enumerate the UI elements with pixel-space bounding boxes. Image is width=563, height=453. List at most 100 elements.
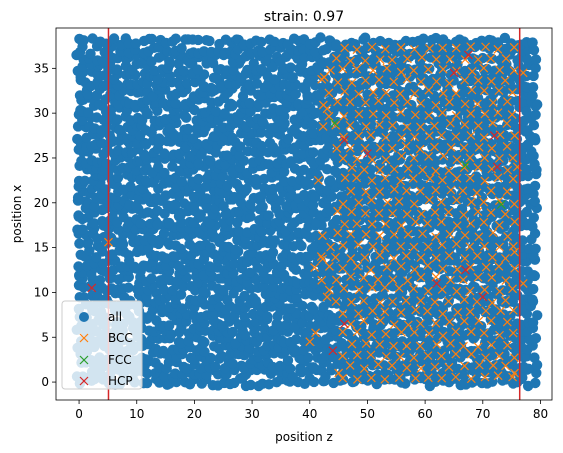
point-bcc — [322, 292, 332, 302]
point-bcc — [401, 296, 411, 306]
chart-title: strain: 0.97 — [264, 9, 344, 25]
point-bcc — [338, 373, 348, 383]
point-all — [504, 371, 515, 382]
point-all — [413, 251, 425, 263]
point-all — [287, 72, 298, 83]
point-hcp — [363, 149, 372, 158]
point-bcc — [331, 120, 341, 130]
point-bcc — [510, 247, 519, 257]
point-all — [211, 73, 222, 84]
point-bcc — [347, 297, 356, 307]
point-bcc — [338, 199, 348, 209]
point-all — [310, 240, 321, 252]
point-all — [529, 352, 540, 363]
point-all — [82, 89, 94, 100]
point-all — [154, 133, 165, 144]
point-all — [239, 290, 250, 302]
point-all — [72, 133, 83, 145]
point-bcc — [338, 263, 348, 273]
point-bcc — [423, 218, 432, 228]
point-all — [222, 150, 233, 161]
point-bcc — [380, 173, 390, 183]
point-all — [227, 56, 239, 68]
point-all — [528, 270, 539, 281]
point-bcc — [333, 97, 343, 107]
point-bcc — [458, 186, 468, 196]
point-bcc — [473, 121, 483, 131]
point-all — [310, 107, 322, 119]
point-bcc — [452, 221, 462, 230]
point-all — [481, 63, 493, 75]
point-bcc — [353, 261, 362, 271]
point-bcc — [431, 253, 441, 263]
point-bcc — [445, 317, 454, 327]
point-bcc — [425, 174, 435, 184]
point-all — [444, 278, 455, 289]
point-bcc — [373, 275, 383, 285]
point-all — [183, 335, 194, 347]
point-bcc — [374, 120, 384, 130]
point-all — [267, 141, 279, 153]
point-bcc — [473, 207, 483, 216]
point-bcc — [503, 165, 513, 175]
point-bcc — [466, 349, 476, 359]
point-all — [97, 216, 108, 227]
point-bcc — [415, 144, 425, 154]
point-all — [505, 310, 516, 322]
point-bcc — [387, 55, 397, 65]
point-hcp — [492, 162, 502, 172]
point-bcc — [445, 118, 455, 128]
point-bcc — [345, 120, 355, 130]
point-bcc — [367, 195, 376, 205]
point-all — [89, 201, 100, 212]
point-all — [447, 90, 458, 102]
point-all — [349, 276, 360, 288]
point-bcc — [410, 88, 420, 98]
point-all — [263, 210, 274, 221]
point-all — [164, 217, 175, 229]
point-bcc — [446, 338, 455, 348]
point-all — [418, 33, 429, 44]
point-all — [158, 284, 170, 296]
point-all — [78, 292, 90, 303]
point-all — [146, 273, 157, 284]
point-bcc — [500, 76, 510, 85]
point-bcc — [361, 76, 370, 85]
point-bcc — [494, 153, 504, 163]
point-bcc — [488, 98, 498, 108]
point-bcc — [374, 208, 384, 218]
point-bcc — [381, 351, 391, 361]
point-all — [505, 141, 516, 153]
legend-label-all: all — [108, 310, 122, 324]
point-all — [332, 156, 343, 168]
point-all — [279, 291, 290, 303]
point-bcc — [438, 43, 448, 53]
point-all — [308, 362, 319, 373]
point-fcc — [461, 160, 470, 170]
point-bcc — [396, 43, 406, 52]
point-bcc — [487, 144, 497, 153]
point-bcc — [402, 122, 412, 132]
point-all — [142, 368, 153, 379]
point-all — [298, 189, 310, 201]
point-all — [528, 212, 539, 223]
point-all — [77, 224, 88, 235]
point-hcp — [339, 135, 349, 145]
point-all — [486, 53, 498, 64]
point-bcc — [366, 350, 376, 360]
point-bcc — [354, 89, 364, 99]
point-bcc — [375, 143, 385, 153]
point-all — [149, 65, 160, 77]
point-bcc — [481, 262, 491, 272]
point-bcc — [415, 341, 425, 351]
point-bcc — [446, 143, 456, 152]
point-all — [163, 357, 175, 368]
point-bcc — [508, 87, 517, 97]
point-bcc — [375, 250, 385, 260]
point-all — [159, 167, 170, 179]
point-bcc — [432, 340, 442, 349]
point-bcc — [416, 272, 426, 282]
point-bcc — [444, 251, 454, 261]
point-bcc — [467, 67, 477, 76]
point-bcc — [388, 275, 398, 285]
